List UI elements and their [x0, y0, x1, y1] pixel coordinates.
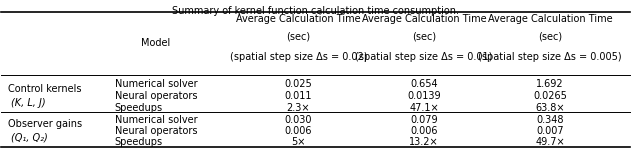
Text: (sec): (sec): [412, 32, 436, 42]
Text: 47.1×: 47.1×: [410, 103, 439, 113]
Text: 2.3×: 2.3×: [287, 103, 310, 113]
Text: 0.030: 0.030: [285, 115, 312, 125]
Text: Neural operators: Neural operators: [115, 126, 197, 136]
Text: (K, L, J): (K, L, J): [11, 98, 45, 108]
Text: 0.006: 0.006: [410, 126, 438, 136]
Text: 0.025: 0.025: [285, 79, 312, 89]
Text: Average Calculation Time: Average Calculation Time: [488, 14, 612, 24]
Text: 0.654: 0.654: [410, 79, 438, 89]
Text: (sec): (sec): [286, 32, 310, 42]
Text: 1.692: 1.692: [536, 79, 564, 89]
Text: Summary of kernel function calculation time consumption.: Summary of kernel function calculation t…: [172, 6, 460, 16]
Text: 0.0139: 0.0139: [407, 91, 441, 101]
Text: 0.007: 0.007: [536, 126, 564, 136]
Text: 0.006: 0.006: [285, 126, 312, 136]
Text: Speedups: Speedups: [115, 137, 163, 147]
Text: 0.348: 0.348: [536, 115, 564, 125]
Text: Average Calculation Time: Average Calculation Time: [362, 14, 486, 24]
Text: Speedups: Speedups: [115, 103, 163, 113]
Text: 0.011: 0.011: [285, 91, 312, 101]
Text: Model: Model: [141, 38, 170, 48]
Text: Average Calculation Time: Average Calculation Time: [236, 14, 361, 24]
Text: 13.2×: 13.2×: [410, 137, 439, 147]
Text: (spatial step size Δs = 0.01): (spatial step size Δs = 0.01): [355, 52, 493, 62]
Text: (spatial step size Δs = 0.02): (spatial step size Δs = 0.02): [230, 52, 367, 62]
Text: Numerical solver: Numerical solver: [115, 79, 197, 89]
Text: (sec): (sec): [538, 32, 562, 42]
Text: Control kernels: Control kernels: [8, 84, 81, 94]
Text: 63.8×: 63.8×: [535, 103, 564, 113]
Text: 49.7×: 49.7×: [535, 137, 564, 147]
Text: Numerical solver: Numerical solver: [115, 115, 197, 125]
Text: 0.079: 0.079: [410, 115, 438, 125]
Text: 0.0265: 0.0265: [533, 91, 567, 101]
Text: (spatial step size Δs = 0.005): (spatial step size Δs = 0.005): [478, 52, 621, 62]
Text: (Q₁, Q₂): (Q₁, Q₂): [11, 133, 47, 143]
Text: 5×: 5×: [291, 137, 306, 147]
Text: Observer gains: Observer gains: [8, 119, 82, 129]
Text: Neural operators: Neural operators: [115, 91, 197, 101]
